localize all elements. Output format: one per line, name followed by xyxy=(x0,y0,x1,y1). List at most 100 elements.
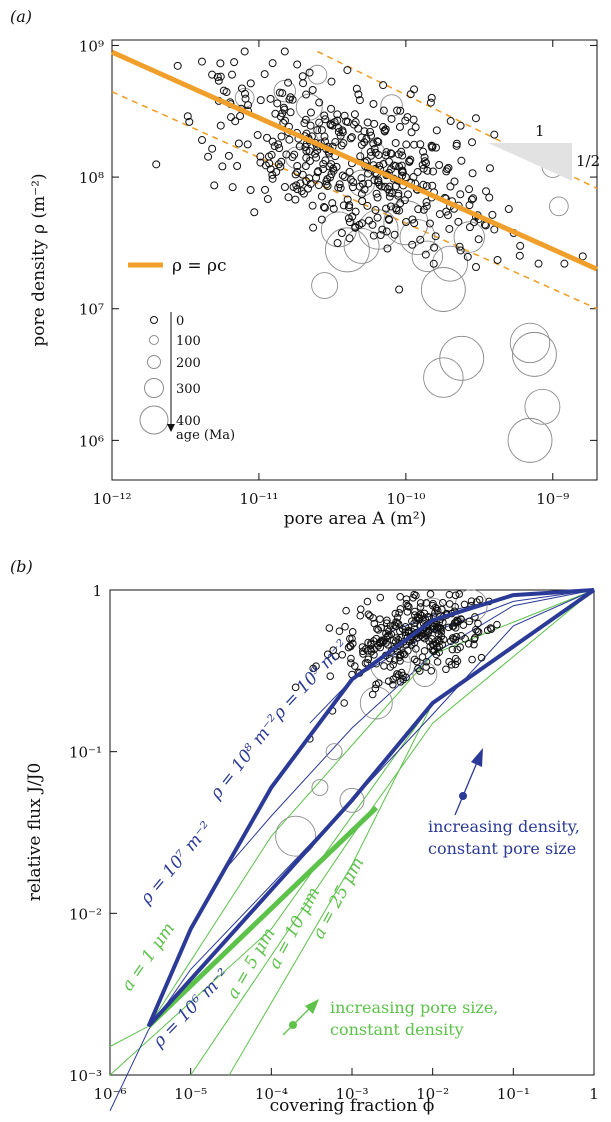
panel-a-young-point xyxy=(471,262,480,271)
panel-a-young-point xyxy=(305,147,314,156)
panel-a-young-point xyxy=(275,144,284,153)
panel-a-young-point xyxy=(374,138,383,147)
panel-b-old-point xyxy=(359,686,393,720)
panel-a-young-point xyxy=(355,182,364,191)
panel-a-young-point xyxy=(231,117,240,126)
panel-b-point xyxy=(376,615,384,623)
panel-a-young-point xyxy=(455,242,464,251)
label-a-1um: a = 1 μm xyxy=(118,919,179,995)
age-legend-marker xyxy=(147,355,161,369)
panel-a-young-point xyxy=(380,127,389,136)
panel-a-young-point xyxy=(411,123,420,132)
panel-a-young-point xyxy=(334,124,343,133)
panel-b-point xyxy=(461,634,469,643)
panel-a-young-point xyxy=(321,115,330,124)
panel-a-young-point xyxy=(293,162,302,171)
panel-a-young-point xyxy=(354,90,363,99)
panel-b-bold-density-curve-low xyxy=(147,588,596,1028)
panel-a-label: (a) xyxy=(10,7,32,26)
panel-a-young-point xyxy=(364,179,373,188)
panel-a-young-point xyxy=(402,218,411,227)
panel-a-young-point xyxy=(468,169,477,178)
panel-b-point xyxy=(435,623,443,632)
panel-b-point xyxy=(370,650,378,659)
panel-a-young-point xyxy=(277,132,286,141)
panel-a-young-point xyxy=(431,143,440,152)
panel-a-ticks: 10⁻¹² 10⁻¹¹ 10⁻¹⁰ 10⁻⁹ 10⁹ 10⁸ 10⁷ 10⁶ xyxy=(79,37,597,508)
panel-b-point xyxy=(401,628,409,636)
panel-a-young-point xyxy=(374,151,383,160)
panel-a-young-point xyxy=(443,211,452,220)
panel-b-point xyxy=(356,605,365,613)
panel-a-young-point xyxy=(456,246,465,255)
panel-b-point xyxy=(410,655,419,664)
age-legend-marker xyxy=(139,405,169,435)
panel-a-young-point xyxy=(534,259,543,268)
panel-a-young-point xyxy=(350,110,359,119)
panel-a-young-point xyxy=(398,166,407,175)
panel-a-young-point xyxy=(379,159,388,168)
panel-a-young-point xyxy=(315,98,324,107)
panel-a-old-point xyxy=(423,357,464,398)
panel-a-young-point xyxy=(430,243,439,252)
panel-a-young-point xyxy=(408,240,417,249)
panel-a-young-point xyxy=(320,132,329,141)
panel-b-point xyxy=(341,622,349,631)
panel-a-young-point xyxy=(314,181,323,190)
panel-a-young-point xyxy=(485,193,494,202)
panel-a-young-point xyxy=(333,239,342,248)
age-legend-title: age (Ma) xyxy=(176,428,235,443)
age-legend-arrowhead xyxy=(167,424,175,432)
panel-a-young-point xyxy=(327,77,336,86)
panel-b-point xyxy=(439,635,448,644)
panel-a-young-point xyxy=(339,201,348,210)
panel-b-xtick-label: 10⁻³ xyxy=(335,1085,368,1103)
panel-a-old-points xyxy=(234,64,569,463)
panel-b-xtick-label: 10⁻⁵ xyxy=(174,1085,207,1103)
panel-b-point xyxy=(396,593,404,601)
panel-a-ytick-label: 10⁶ xyxy=(79,432,104,450)
panel-a-young-point xyxy=(355,96,364,105)
panel-a-young-point xyxy=(289,182,298,191)
panel-a-young-point xyxy=(425,219,434,228)
panel-a-young-point xyxy=(350,120,359,129)
panel-a-young-point xyxy=(152,160,161,169)
panel-b-point xyxy=(413,657,421,666)
panel-b-point xyxy=(412,591,420,600)
panel-a-old-point xyxy=(549,196,569,217)
panel-b-point xyxy=(361,659,370,668)
panel-a-xtick-label: 10⁻¹² xyxy=(92,490,131,508)
panel-b-xtick-label: 1 xyxy=(589,1085,599,1103)
panel-a-young-point xyxy=(216,72,225,81)
panel-a-young-point xyxy=(383,244,392,253)
panel-a-young-point xyxy=(410,219,419,228)
panel-a-young-point xyxy=(482,187,491,196)
panel-b-point xyxy=(383,632,392,640)
panel-b-point xyxy=(326,672,335,680)
size-arrow xyxy=(282,999,319,1036)
panel-b-point xyxy=(453,657,462,665)
panel-a-young-point xyxy=(285,95,294,104)
panel-a-young-point xyxy=(327,160,336,169)
panel-b-point xyxy=(408,617,416,626)
panel-b-point xyxy=(428,635,436,643)
panel-b-ytick-label: 10⁻² xyxy=(69,905,102,923)
panel-a-young-point xyxy=(308,85,317,94)
panel-a-young-point xyxy=(407,128,416,137)
panel-a-young-point xyxy=(367,131,376,140)
panel-a-young-point xyxy=(431,232,440,241)
panel-a-young-point xyxy=(374,176,383,185)
panel-a-young-point xyxy=(327,170,336,179)
panel-a-young-point xyxy=(378,225,387,234)
panel-a-young-point xyxy=(379,81,388,90)
panel-a-young-point xyxy=(266,165,275,174)
panel-a-young-point xyxy=(382,227,391,236)
arrow-label-line: increasing pore size, xyxy=(330,998,498,1017)
panel-b-label: (b) xyxy=(10,557,33,576)
panel-a-young-point xyxy=(198,136,207,145)
panel-a-young-point xyxy=(261,185,270,194)
panel-a-young-point xyxy=(346,175,355,184)
panel-a-young-point xyxy=(386,202,395,211)
panel-a-young-point xyxy=(446,117,455,126)
